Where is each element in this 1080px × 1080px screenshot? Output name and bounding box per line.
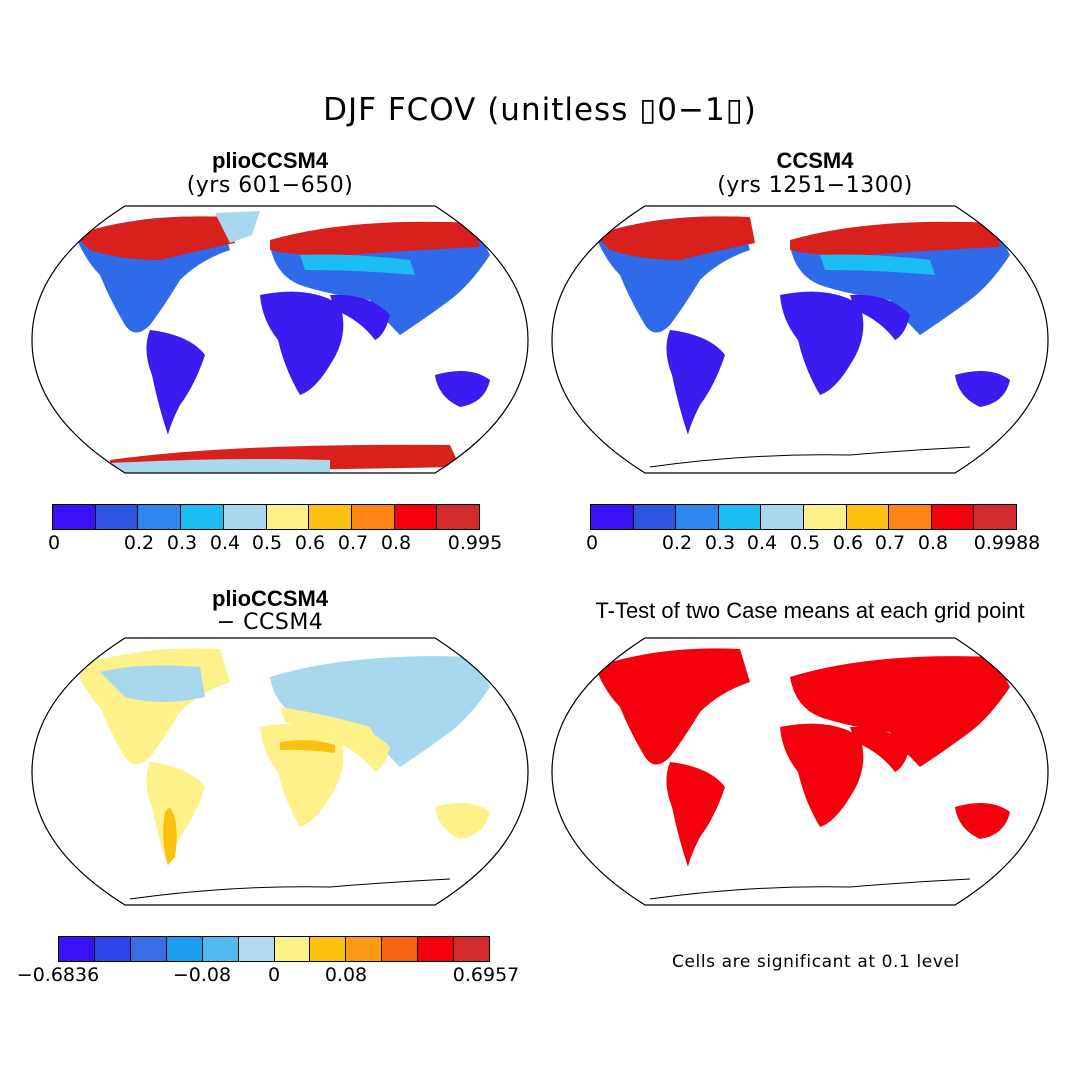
colorbar-cell: [94, 937, 131, 961]
colorbar-cell: [202, 937, 239, 961]
panel-title-plio: plioCCSM4: [211, 148, 329, 173]
panel-subtitle-plio: (yrs 601−650): [186, 173, 354, 198]
cbar-tl-tick: 0.7: [337, 532, 369, 554]
cbar-bl-tick: −0.08: [172, 964, 232, 986]
colorbar-cell: [53, 505, 96, 529]
land-fields: [75, 211, 490, 473]
map-difference: [31, 637, 529, 906]
colorbar-cell: [454, 937, 490, 961]
colorbar-cell: [274, 937, 311, 961]
colorbar-cell: [382, 937, 419, 961]
colorbar-cell: [394, 505, 438, 529]
cbar-tl-tick: 0.2: [123, 532, 155, 554]
cbar-tl-tick: 0.995: [447, 532, 503, 554]
colorbar-cell: [351, 505, 395, 529]
cbar-tl-tick: 0.5: [251, 532, 283, 554]
cbar-tr-tick: 0: [585, 532, 599, 554]
colorbar-cell: [346, 937, 383, 961]
cbar-tr-tick: 0.5: [789, 532, 821, 554]
colorbar-cell: [181, 505, 224, 529]
colorbar-cell: [931, 505, 975, 529]
colorbar-cell: [223, 505, 267, 529]
colorbar-cell: [889, 505, 932, 529]
land-fields: [595, 648, 1010, 900]
colorbar-cell: [238, 937, 275, 961]
panel-subtitle-ccsm4: (yrs 1251−1300): [717, 173, 913, 198]
colorbar-cell: [418, 937, 455, 961]
cbar-tr-tick: 0.4: [746, 532, 778, 554]
cbar-tl-tick: 0: [47, 532, 61, 554]
colorbar-cell: [166, 937, 203, 961]
land-fields: [595, 216, 1010, 468]
panel-title-difference: plioCCSM4: [211, 586, 329, 611]
colorbar-cell: [974, 505, 1016, 529]
cbar-tl-tick: 0.4: [209, 532, 241, 554]
colorbar-cell: [309, 505, 352, 529]
cbar-tr-tick: 0.7: [874, 532, 906, 554]
map-plioccsm4: [31, 205, 529, 474]
land-fields: [75, 648, 490, 900]
cbar-tl-tick: 0.3: [166, 532, 198, 554]
panel-title-ttest: T-Test of two Case means at each grid po…: [595, 598, 1025, 623]
cbar-tr-tick: 0.3: [704, 532, 736, 554]
colorbar-cell: [310, 937, 347, 961]
cbar-bl-tick: 0: [267, 964, 281, 986]
cbar-tl-tick: 0.8: [380, 532, 412, 554]
cbar-tl-tick: 0.6: [294, 532, 326, 554]
colorbar-cell: [266, 505, 310, 529]
figure-title: DJF FCOV (unitless ▯0−1▯): [323, 92, 757, 128]
colorbar-cell: [803, 505, 847, 529]
map-ttest: [551, 637, 1049, 906]
panel-subtitle-difference: − CCSM4: [216, 610, 324, 635]
colorbar-cell: [95, 505, 139, 529]
cbar-bl-tick: −0.6836: [16, 964, 100, 986]
map-ccsm4: [551, 205, 1049, 474]
colorbar-cell: [676, 505, 719, 529]
colorbar-cell: [591, 505, 634, 529]
colorbar-cell: [59, 937, 95, 961]
significance-note: Cells are significant at 0.1 level: [672, 952, 960, 972]
cbar-tr-tick: 0.8: [917, 532, 949, 554]
panel-title-ccsm4: CCSM4: [776, 148, 854, 173]
colorbar-cell: [633, 505, 677, 529]
colorbar-plioccsm4: [52, 504, 480, 530]
colorbar-cell: [761, 505, 804, 529]
cbar-tr-tick: 0.6: [832, 532, 864, 554]
colorbar-cell: [130, 937, 167, 961]
colorbar-cell: [138, 505, 182, 529]
colorbar-difference: [58, 936, 490, 962]
cbar-bl-tick: 0.6957: [452, 964, 520, 986]
colorbar-cell: [718, 505, 762, 529]
cbar-tr-tick: 0.9988: [973, 532, 1041, 554]
cbar-tr-tick: 0.2: [661, 532, 693, 554]
colorbar-cell: [846, 505, 890, 529]
cbar-bl-tick: 0.08: [324, 964, 368, 986]
colorbar-cell: [437, 505, 480, 529]
colorbar-ccsm4: [590, 504, 1017, 530]
